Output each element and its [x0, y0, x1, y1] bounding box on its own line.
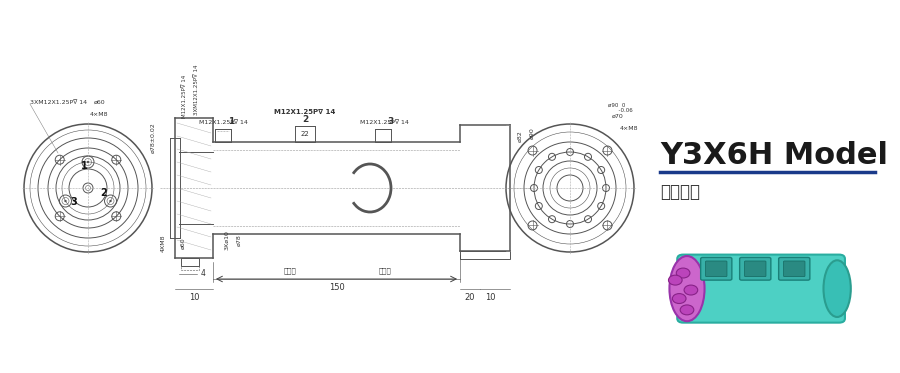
Circle shape — [684, 285, 698, 295]
Text: 4×M8: 4×M8 — [90, 113, 109, 117]
Bar — [181, 266, 199, 270]
FancyBboxPatch shape — [740, 257, 770, 280]
Circle shape — [680, 305, 694, 315]
Bar — [375, 129, 391, 142]
Text: 2: 2 — [302, 116, 308, 125]
Text: 4XM8: 4XM8 — [160, 234, 166, 252]
Text: 进油孔: 进油孔 — [379, 268, 392, 274]
FancyBboxPatch shape — [706, 261, 727, 276]
Text: 法兰连接: 法兰连接 — [660, 183, 700, 201]
Text: 2: 2 — [101, 188, 107, 198]
FancyBboxPatch shape — [744, 261, 766, 276]
Text: 4: 4 — [201, 270, 205, 279]
Bar — [215, 129, 231, 142]
Circle shape — [676, 268, 690, 278]
Circle shape — [86, 161, 89, 163]
Text: 清液孔: 清液孔 — [284, 268, 296, 274]
Bar — [460, 251, 510, 259]
FancyBboxPatch shape — [700, 257, 732, 280]
Text: ø78: ø78 — [237, 234, 241, 246]
Text: 10: 10 — [189, 292, 199, 301]
Text: ø60: ø60 — [181, 237, 185, 249]
Text: 3: 3 — [70, 197, 77, 207]
Text: 10: 10 — [485, 292, 495, 301]
Circle shape — [672, 294, 686, 304]
Text: ø70: ø70 — [612, 113, 624, 119]
Circle shape — [109, 200, 112, 202]
FancyBboxPatch shape — [784, 261, 805, 276]
Text: ø90: ø90 — [529, 127, 535, 139]
Circle shape — [64, 200, 67, 202]
Text: M12X1.25P∇ 14: M12X1.25P∇ 14 — [360, 119, 409, 125]
Text: 3XM12X1.25P∇ 14: 3XM12X1.25P∇ 14 — [30, 100, 87, 104]
Text: M12X1.25P∇ 14: M12X1.25P∇ 14 — [199, 119, 248, 125]
Text: M12X1.25P∇ 14: M12X1.25P∇ 14 — [183, 74, 187, 117]
Bar — [181, 258, 199, 266]
Text: 4×M8: 4×M8 — [620, 125, 638, 131]
FancyBboxPatch shape — [778, 257, 810, 280]
Text: 3: 3 — [388, 117, 394, 126]
Circle shape — [669, 275, 682, 285]
Text: ø60: ø60 — [94, 100, 105, 104]
Text: 1: 1 — [81, 161, 87, 171]
Bar — [295, 126, 315, 142]
Text: 150: 150 — [328, 282, 345, 292]
FancyBboxPatch shape — [677, 255, 845, 323]
Text: ø82: ø82 — [518, 130, 523, 142]
Ellipse shape — [824, 260, 850, 317]
Text: ø90  0
      -0.06: ø90 0 -0.06 — [608, 103, 633, 113]
Text: Y3X6H Model: Y3X6H Model — [660, 141, 888, 169]
Text: ø78±0.02: ø78±0.02 — [150, 123, 156, 153]
Text: M12X1.25P∇ 14: M12X1.25P∇ 14 — [274, 109, 336, 115]
Ellipse shape — [670, 256, 705, 321]
Text: 3XM12X1.25P∇ 14: 3XM12X1.25P∇ 14 — [194, 65, 200, 115]
Text: 22: 22 — [301, 131, 310, 137]
Text: 20: 20 — [464, 292, 475, 301]
Text: 3Xø10: 3Xø10 — [224, 230, 230, 250]
Text: 1: 1 — [228, 117, 234, 126]
